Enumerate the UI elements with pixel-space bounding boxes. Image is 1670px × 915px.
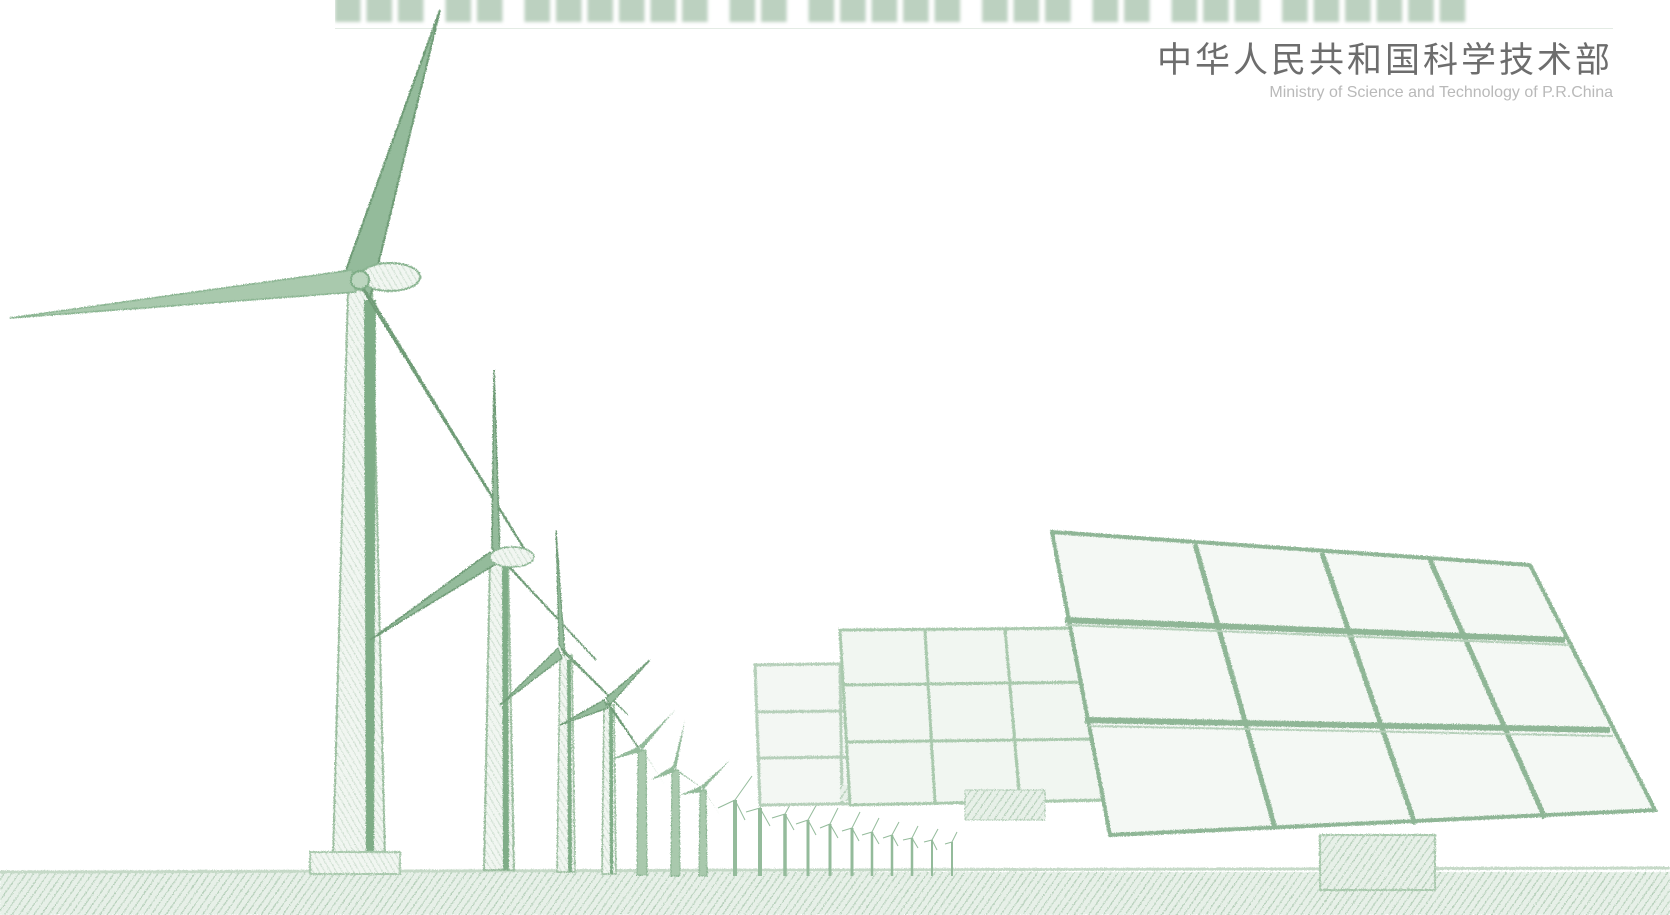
front-solar-panel: [1049, 529, 1659, 891]
header-divider: [335, 28, 1613, 29]
obscured-title: ███ ██ ██████ ██ █████ ███ ██ ███ ██████: [335, 0, 1471, 20]
wind-turbine-7: [680, 760, 730, 877]
ministry-logo-block: 中华人民共和国科学技术部 Ministry of Science and Tec…: [1157, 40, 1613, 104]
wind-turbine-6: [650, 720, 705, 877]
ministry-name-chinese: 中华人民共和国科学技术部: [1156, 41, 1613, 81]
wind-turbine-2: [369, 369, 597, 871]
ministry-name-english: Ministry of Science and Technology of P.…: [1269, 84, 1613, 101]
middle-solar-panel: [838, 626, 1107, 821]
obscured-title-strip: ███ ██ ██████ ██ █████ ███ ██ ███ ██████: [335, 0, 1615, 26]
large-wind-turbine: [9, 9, 529, 875]
distant-wind-turbines: [717, 775, 958, 876]
wind-turbine-4: [559, 659, 651, 875]
wind-turbine-5: [610, 710, 675, 876]
